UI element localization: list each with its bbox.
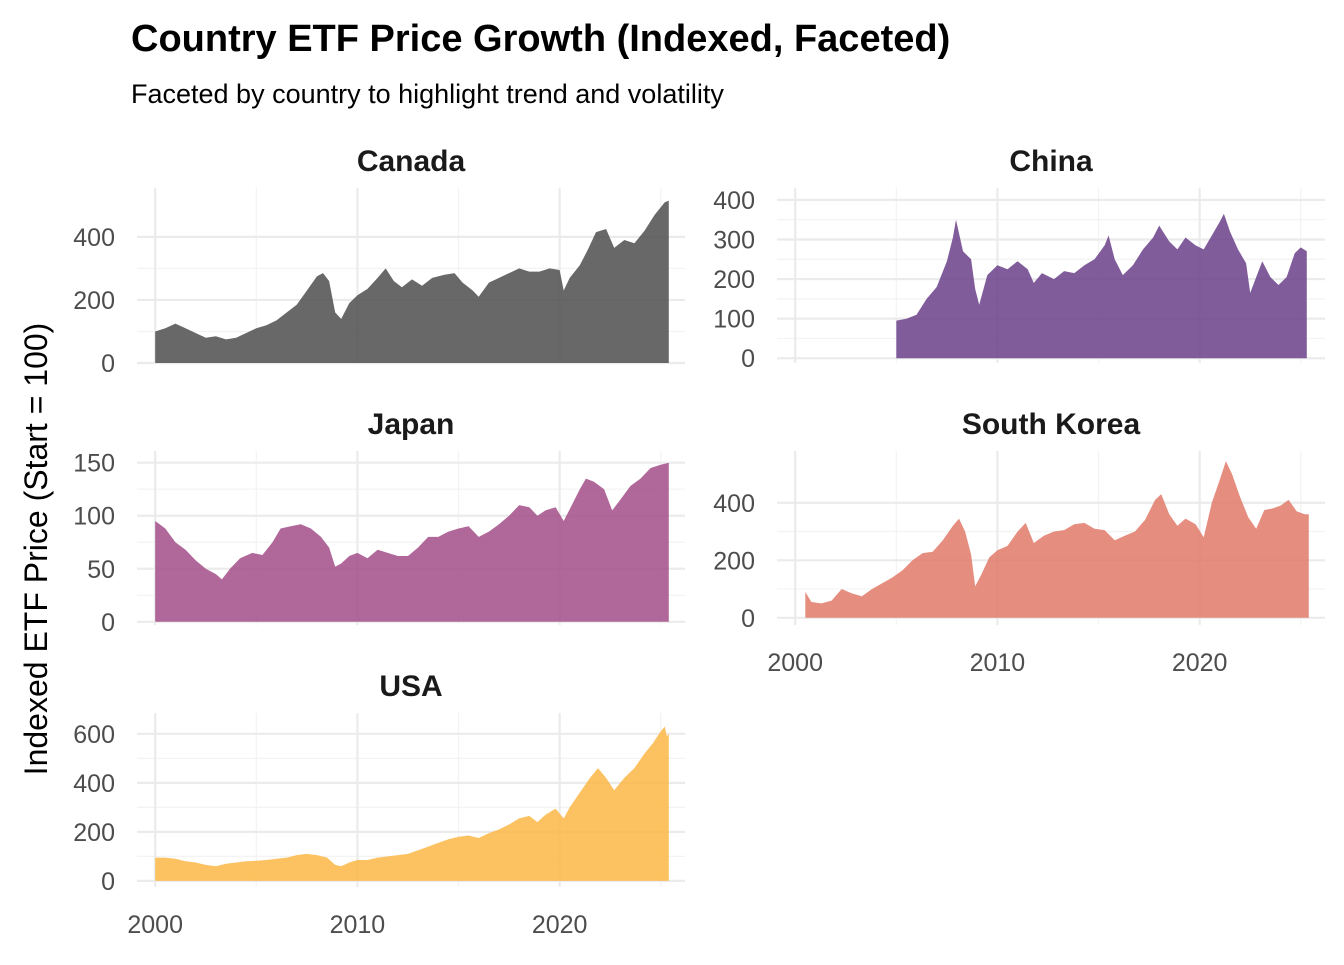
area-series-china bbox=[896, 213, 1307, 359]
y-tick-label: 200 bbox=[73, 819, 115, 847]
y-tick-label: 0 bbox=[741, 605, 755, 633]
y-tick-label: 100 bbox=[713, 306, 755, 334]
facet-title-china: China bbox=[1009, 145, 1093, 178]
facet-title-japan: Japan bbox=[368, 408, 455, 441]
area-series-usa bbox=[155, 726, 669, 881]
area-series-japan bbox=[155, 462, 669, 622]
area-series-south-korea bbox=[805, 461, 1309, 618]
facet-panel-china: 0 100 200 300 400 China bbox=[713, 145, 1325, 373]
x-tick-label: 2000 bbox=[127, 911, 183, 939]
y-tick-label: 200 bbox=[73, 287, 115, 315]
chart-subtitle: Faceted by country to highlight trend an… bbox=[131, 79, 724, 109]
y-tick-label: 50 bbox=[87, 556, 115, 584]
y-tick-label: 400 bbox=[73, 224, 115, 252]
y-tick-label: 400 bbox=[713, 490, 755, 518]
facet-panels: 0 200 400 Canada 0 100 200 300 400 China 0 50 100 150… bbox=[73, 145, 1325, 939]
facet-title-canada: Canada bbox=[357, 145, 466, 178]
facet-title-south-korea: South Korea bbox=[962, 408, 1141, 441]
x-tick-label: 2010 bbox=[970, 649, 1026, 677]
facet-panel-japan: 0 50 100 150 Japan bbox=[73, 408, 685, 637]
x-tick-label: 2020 bbox=[1172, 649, 1228, 677]
y-tick-label: 0 bbox=[101, 868, 115, 896]
y-tick-label: 300 bbox=[713, 226, 755, 254]
facet-panel-canada: 0 200 400 Canada bbox=[73, 145, 685, 378]
y-tick-label: 0 bbox=[101, 350, 115, 378]
y-tick-label: 150 bbox=[73, 450, 115, 478]
x-tick-label: 2000 bbox=[767, 649, 823, 677]
area-series-canada bbox=[155, 200, 669, 363]
y-tick-label: 200 bbox=[713, 266, 755, 294]
y-tick-label: 400 bbox=[713, 187, 755, 215]
x-tick-label: 2020 bbox=[532, 911, 588, 939]
chart-title: Country ETF Price Growth (Indexed, Facet… bbox=[131, 18, 950, 60]
facet-panel-south-korea: 0 200 400 South Korea 2000 2010 2020 bbox=[713, 408, 1325, 677]
x-tick-label: 2010 bbox=[330, 911, 386, 939]
facet-title-usa: USA bbox=[379, 670, 442, 703]
y-tick-label: 200 bbox=[713, 547, 755, 575]
y-tick-label: 400 bbox=[73, 770, 115, 798]
y-tick-label: 0 bbox=[741, 345, 755, 373]
facet-panel-usa: 0 200 400 600 USA 2000 2010 2020 bbox=[73, 670, 685, 939]
y-tick-label: 100 bbox=[73, 503, 115, 531]
y-tick-label: 600 bbox=[73, 721, 115, 749]
y-axis-label: Indexed ETF Price (Start = 100) bbox=[18, 323, 54, 776]
y-tick-label: 0 bbox=[101, 609, 115, 637]
